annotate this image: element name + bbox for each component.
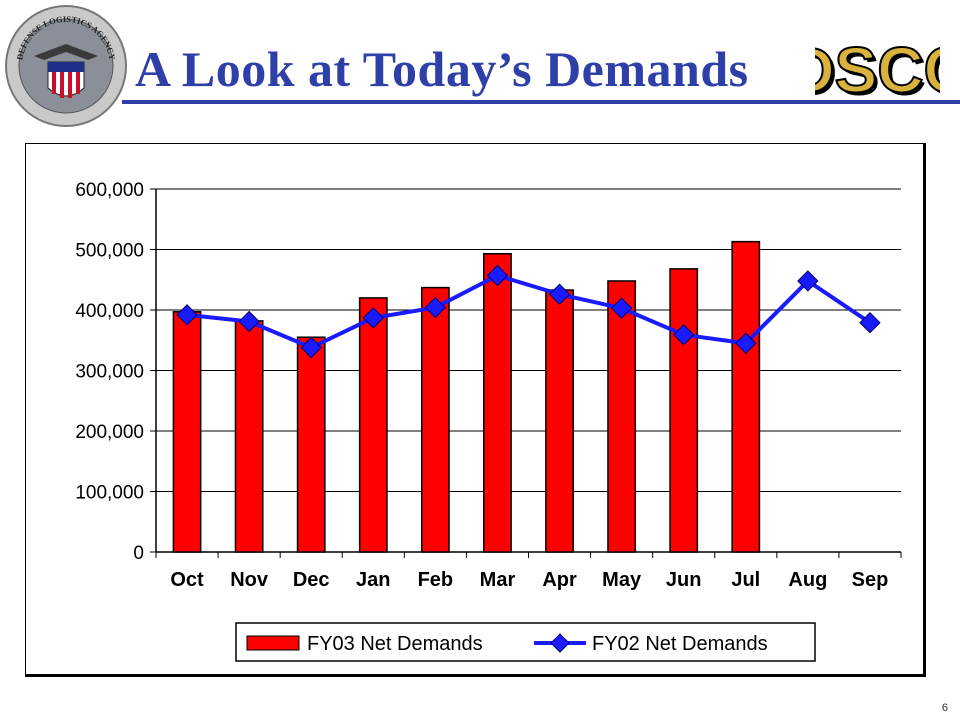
bar-fy03 [172,311,202,553]
legend-marker-fy02 [550,633,570,653]
bar-fy03 [234,320,264,553]
dscc-logo-shadow: DSCC [815,37,940,102]
x-tick-label: Sep [852,569,889,591]
bar-fy03 [545,289,574,553]
y-tick-label: 100,000 [75,483,144,504]
bar-fy03 [669,268,699,553]
marker-fy02 [673,324,695,346]
x-tick-label: Apr [542,569,577,591]
legend-swatch-fy03 [246,635,300,651]
marker-fy02 [859,311,881,334]
marker-fy02 [362,307,384,329]
bar-fy03 [731,240,761,553]
bar-fy03 [358,297,388,553]
dla-seal: DEFENSE LOGISTICS AGENCY [5,5,127,127]
marker-fy02 [610,297,633,319]
marker-fy02 [176,304,198,326]
legend-label-fy02: FY02 Net Demands [592,633,768,655]
y-tick-label: 300,000 [75,362,144,383]
bar-fy03 [420,286,450,553]
marker-fy02 [238,310,260,333]
y-tick-label: 500,000 [75,241,144,262]
x-tick-label: Mar [480,569,516,591]
bar-fy03 [483,252,512,553]
marker-fy02 [300,336,322,359]
y-tick-label: 600,000 [75,180,144,201]
line-fy02 [186,273,872,350]
x-tick-label: Feb [418,569,454,591]
slide-title: A Look at Today’s Demands [135,41,749,97]
marker-fy02 [424,296,447,319]
dscc-logo-text: DSCC [815,34,940,102]
bar-fy03 [607,280,637,553]
y-tick-label: 400,000 [75,301,144,322]
marker-fy02 [735,332,757,354]
y-tick-label: 200,000 [75,422,144,443]
title-underline [122,100,960,104]
x-tick-label: Dec [293,569,330,591]
x-tick-label: Jun [666,569,702,591]
bar-fy03 [296,336,326,553]
x-tick-label: Oct [170,569,204,591]
x-tick-label: Jan [356,569,390,591]
legend-box [235,622,816,662]
marker-fy02 [797,270,819,292]
x-tick-label: May [602,569,642,591]
demands-chart: 0 100,000 200,000 300,000 400,000 500,000 600,… [75,180,902,662]
y-tick-label: 0 [133,543,144,564]
page-number: 6 [941,702,948,714]
dscc-logo: DSCC DSCC [815,33,940,102]
marker-fy02 [486,264,509,287]
x-tick-label: Jul [731,569,760,591]
legend-label-fy03: FY03 Net Demands [307,633,483,655]
x-tick-label: Nov [230,569,269,591]
x-tick-label: Aug [788,569,827,591]
marker-fy02 [548,283,571,305]
